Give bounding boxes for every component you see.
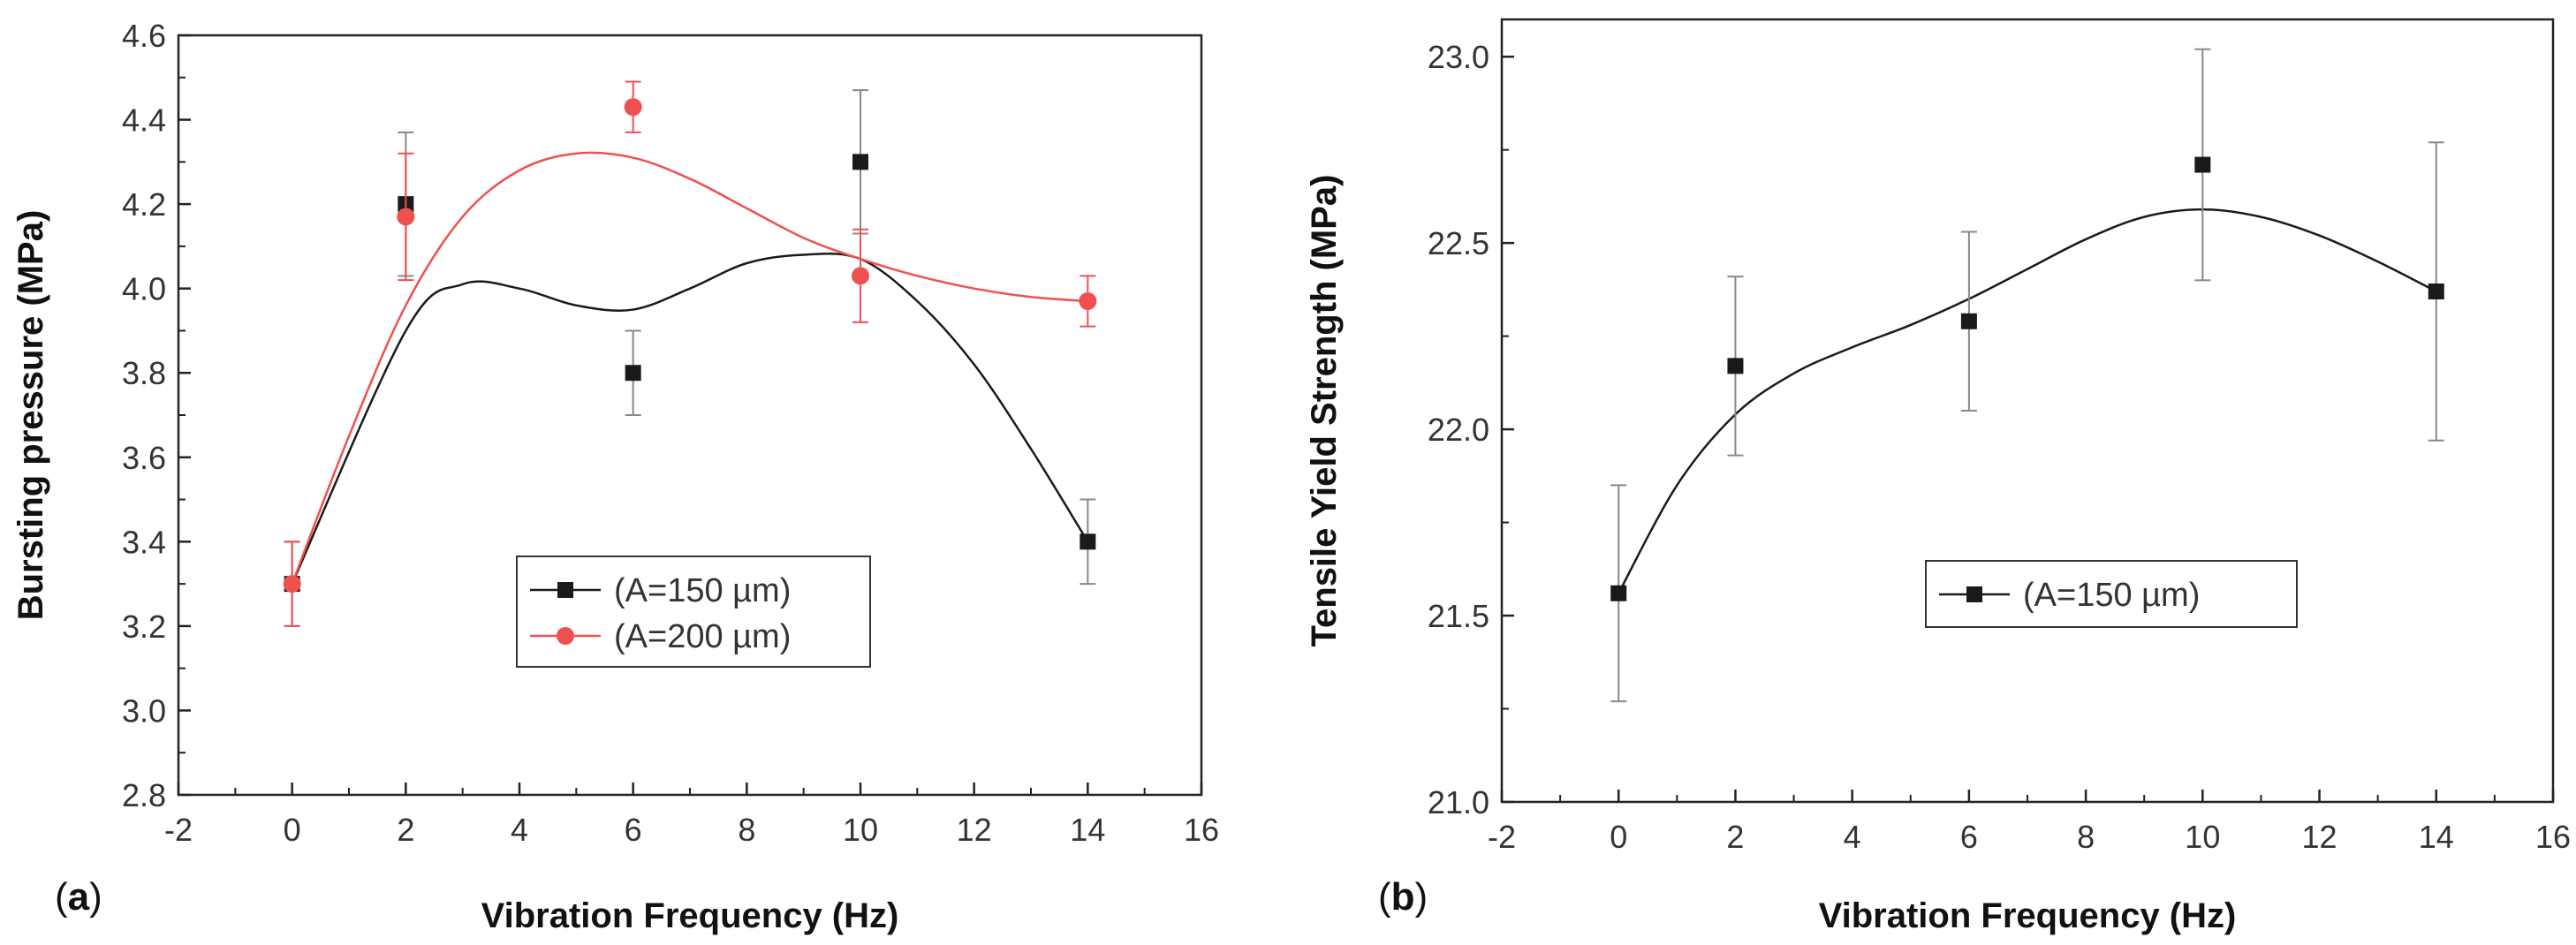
data-point: [2428, 283, 2444, 299]
x-tick-label: -2: [164, 812, 193, 848]
data-point: [283, 575, 301, 593]
x-tick-label: 16: [2535, 819, 2571, 855]
y-axis-title: Tensile Yield Strength (MPa): [1305, 175, 1344, 647]
y-tick-label: 3.2: [122, 609, 166, 645]
x-tick-label: 4: [1844, 819, 1861, 855]
x-axis-title: Vibration Frequency (Hz): [1819, 896, 2237, 935]
x-tick-label: 10: [2185, 819, 2220, 855]
y-tick-label: 3.4: [122, 524, 166, 560]
panel-a: -2 0 2 4 6 8 10 12 14 16 2.8 3.0 3.2 3.4 3.6 3.8 4.0 4.2 4…: [11, 18, 1219, 935]
y-tick-label: 21.5: [1428, 598, 1489, 634]
y-tick-label: 22.5: [1428, 225, 1489, 261]
legend-marker: [1966, 586, 1982, 602]
x-tick-label: 10: [843, 812, 878, 848]
x-tick-label: 0: [1610, 819, 1627, 855]
y-tick-label: 21.0: [1428, 784, 1489, 820]
x-tick-label: 8: [738, 812, 755, 848]
x-tick-label: 8: [2077, 819, 2095, 855]
legend-marker: [557, 582, 573, 598]
legend: (A=150 µm): [1925, 560, 2298, 628]
y-tick-label: 3.0: [122, 692, 166, 729]
y-tick-label: 2.8: [122, 777, 166, 813]
data-point: [1080, 533, 1096, 550]
panel-label: (a): [55, 875, 102, 919]
data-point: [624, 98, 642, 117]
panel-label: (b): [1378, 875, 1428, 919]
x-tick-label: 12: [2302, 819, 2337, 855]
legend-label: (A=150 µm): [614, 572, 791, 609]
x-tick-label: 6: [1960, 819, 1978, 855]
plot-frame: [177, 34, 1203, 797]
x-tick-label: 2: [397, 812, 414, 848]
x-tick-label: 6: [625, 812, 642, 848]
data-point: [852, 267, 869, 285]
legend-box: [516, 556, 871, 668]
x-tick-label: 4: [511, 812, 528, 848]
fit-curve: [291, 151, 1088, 585]
y-tick-label: 3.6: [122, 440, 166, 476]
plot-frame: [1500, 18, 2555, 804]
legend-label: (A=150 µm): [2023, 577, 2200, 614]
fit-curve: [1618, 208, 2437, 594]
x-tick-label: 14: [2419, 819, 2454, 855]
data-point: [625, 365, 641, 382]
data-point: [1960, 313, 1977, 329]
data-point: [397, 208, 415, 226]
y-tick-label: 4.4: [122, 102, 166, 139]
legend: (A=150 µm) (A=200 µm): [516, 556, 871, 668]
x-tick-label: 0: [284, 812, 301, 848]
fit-curve: [291, 252, 1089, 585]
legend-item: (A=150 µm): [1939, 577, 2200, 614]
x-tick-label: 14: [1070, 812, 1105, 848]
x-axis-title: Vibration Frequency (Hz): [481, 896, 899, 935]
data-point: [1079, 292, 1097, 310]
x-tick-label: 2: [1726, 819, 1744, 855]
y-tick-label: 4.2: [122, 186, 166, 223]
data-point: [2194, 156, 2211, 173]
series-1: [1610, 48, 2444, 703]
series-2: [283, 80, 1097, 627]
y-tick-label: 3.8: [122, 355, 166, 391]
legend-item: (A=150 µm): [530, 572, 791, 609]
y-tick-label: 4.0: [122, 271, 166, 307]
y-tick-label: 22.0: [1428, 412, 1489, 448]
x-tick-label: 16: [1184, 812, 1219, 848]
y-tick-label: 23.0: [1428, 39, 1489, 75]
legend-label: (A=200 µm): [614, 618, 791, 655]
legend-item: (A=200 µm): [530, 618, 791, 655]
y-axis-title: Bursting pressure (MPa): [11, 210, 50, 621]
data-point: [1610, 585, 1627, 601]
x-tick-label: -2: [1488, 819, 1516, 855]
y-tick-label: 4.6: [122, 18, 166, 54]
data-point: [1727, 358, 1744, 374]
panel-b: -2 0 2 4 6 8 10 12 14 16 21.0 21.5 22.0 22.5 23.0 Vibra…: [1305, 18, 2571, 935]
legend-marker: [557, 627, 574, 645]
x-tick-label: 12: [957, 812, 992, 848]
data-point: [852, 154, 868, 170]
